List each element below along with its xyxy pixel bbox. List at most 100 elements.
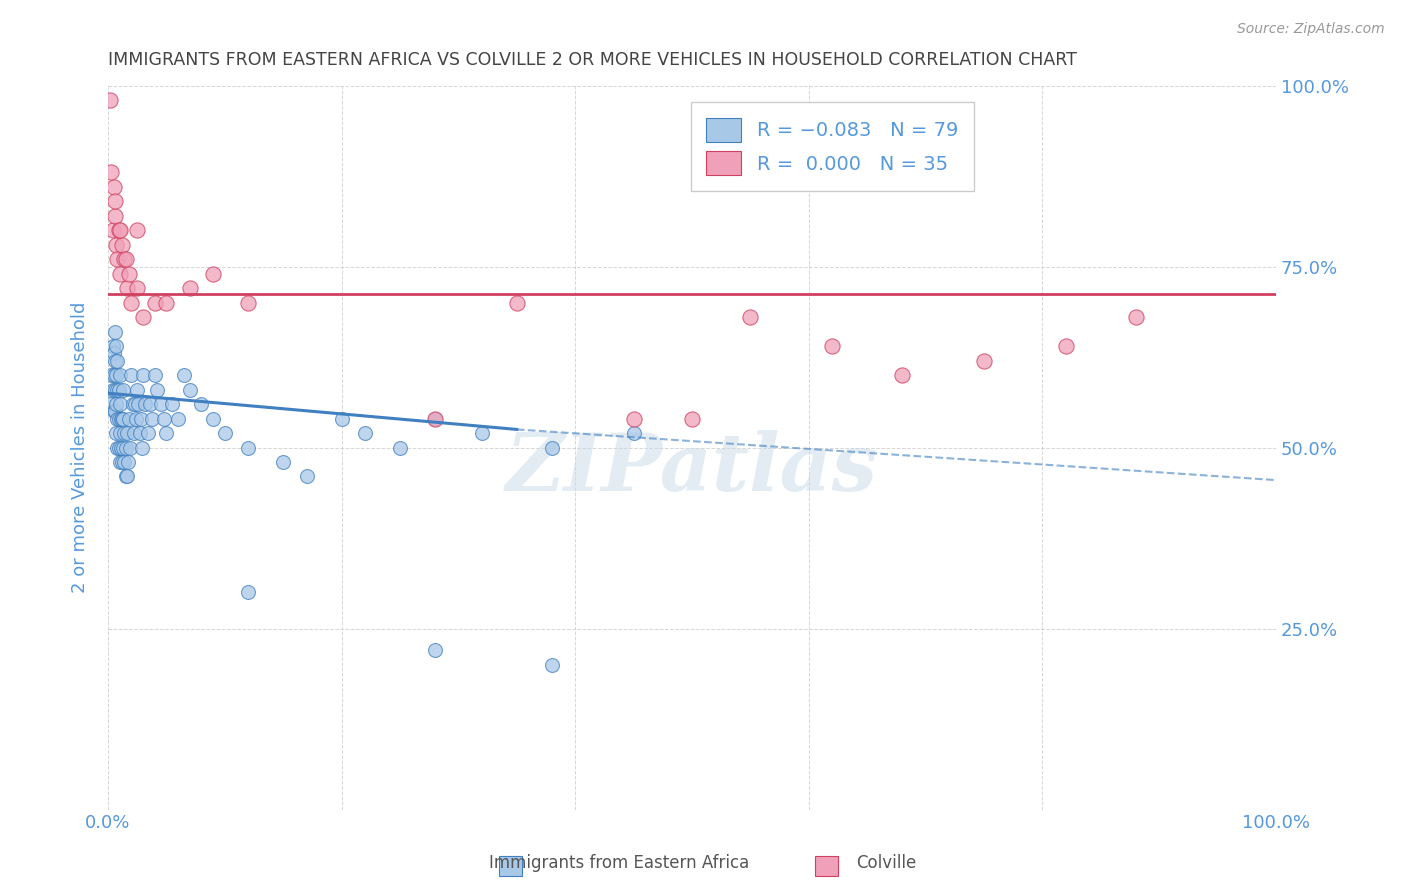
- Point: [423, 411, 446, 425]
- Point: [236, 295, 259, 310]
- Point: [127, 223, 149, 237]
- Point: [471, 425, 494, 440]
- Point: [114, 469, 136, 483]
- Point: [121, 397, 143, 411]
- Point: [100, 165, 122, 179]
- Point: [179, 281, 201, 295]
- Point: [740, 310, 762, 325]
- Point: [125, 411, 148, 425]
- Text: Source: ZipAtlas.com: Source: ZipAtlas.com: [1237, 22, 1385, 37]
- Point: [117, 455, 139, 469]
- Bar: [499, 856, 522, 876]
- Y-axis label: 2 or more Vehicles in Household: 2 or more Vehicles in Household: [72, 301, 89, 593]
- Point: [127, 281, 149, 295]
- Point: [149, 397, 172, 411]
- Point: [330, 411, 353, 425]
- Bar: [815, 856, 838, 876]
- Text: Colville: Colville: [856, 855, 915, 872]
- Point: [105, 252, 128, 267]
- Point: [108, 267, 131, 281]
- Point: [110, 411, 132, 425]
- Point: [236, 441, 259, 455]
- Point: [108, 455, 131, 469]
- Point: [112, 455, 135, 469]
- Point: [155, 295, 177, 310]
- Point: [98, 93, 121, 107]
- Point: [155, 425, 177, 440]
- Point: [139, 397, 162, 411]
- Point: [167, 411, 190, 425]
- Point: [132, 368, 155, 383]
- Point: [354, 425, 377, 440]
- Point: [111, 455, 134, 469]
- Point: [104, 404, 127, 418]
- Point: [115, 425, 138, 440]
- Point: [423, 411, 446, 425]
- Point: [153, 411, 176, 425]
- Point: [131, 441, 153, 455]
- Point: [105, 397, 128, 411]
- Point: [120, 295, 142, 310]
- Point: [973, 353, 995, 368]
- Point: [107, 383, 129, 397]
- Point: [143, 368, 166, 383]
- Text: IMMIGRANTS FROM EASTERN AFRICA VS COLVILLE 2 OR MORE VEHICLES IN HOUSEHOLD CORRE: IMMIGRANTS FROM EASTERN AFRICA VS COLVIL…: [108, 51, 1077, 69]
- Point: [103, 346, 125, 360]
- Point: [179, 383, 201, 397]
- Point: [108, 425, 131, 440]
- Point: [136, 425, 159, 440]
- Point: [236, 585, 259, 599]
- Point: [160, 397, 183, 411]
- Point: [112, 425, 135, 440]
- Point: [104, 353, 127, 368]
- Point: [146, 383, 169, 397]
- Point: [891, 368, 914, 383]
- Point: [107, 411, 129, 425]
- Point: [540, 657, 562, 672]
- Point: [623, 425, 645, 440]
- Point: [118, 267, 141, 281]
- Point: [190, 397, 212, 411]
- Point: [128, 425, 150, 440]
- Point: [110, 441, 132, 455]
- Point: [105, 425, 128, 440]
- Point: [132, 310, 155, 325]
- Point: [141, 411, 163, 425]
- Point: [623, 411, 645, 425]
- Point: [681, 411, 703, 425]
- Point: [105, 368, 128, 383]
- Point: [124, 397, 146, 411]
- Point: [104, 383, 127, 397]
- Point: [105, 441, 128, 455]
- Point: [271, 455, 294, 469]
- Point: [821, 339, 844, 353]
- Point: [104, 194, 127, 209]
- Point: [127, 383, 149, 397]
- Point: [115, 281, 138, 295]
- Point: [104, 209, 127, 223]
- Point: [105, 339, 128, 353]
- Point: [112, 383, 135, 397]
- Point: [100, 368, 122, 383]
- Point: [108, 223, 131, 237]
- Point: [112, 411, 135, 425]
- Legend: R = −0.083   N = 79, R =  0.000   N = 35: R = −0.083 N = 79, R = 0.000 N = 35: [690, 103, 973, 191]
- Point: [103, 404, 125, 418]
- Point: [103, 180, 125, 194]
- Point: [120, 441, 142, 455]
- Text: ZIPatlas: ZIPatlas: [506, 431, 877, 508]
- Point: [127, 397, 149, 411]
- Point: [111, 237, 134, 252]
- Point: [103, 368, 125, 383]
- Point: [101, 339, 124, 353]
- Point: [111, 411, 134, 425]
- Point: [107, 223, 129, 237]
- Point: [129, 411, 152, 425]
- Point: [506, 295, 529, 310]
- Point: [202, 267, 225, 281]
- Point: [134, 397, 156, 411]
- Point: [98, 397, 121, 411]
- Point: [214, 425, 236, 440]
- Point: [114, 441, 136, 455]
- Point: [540, 441, 562, 455]
